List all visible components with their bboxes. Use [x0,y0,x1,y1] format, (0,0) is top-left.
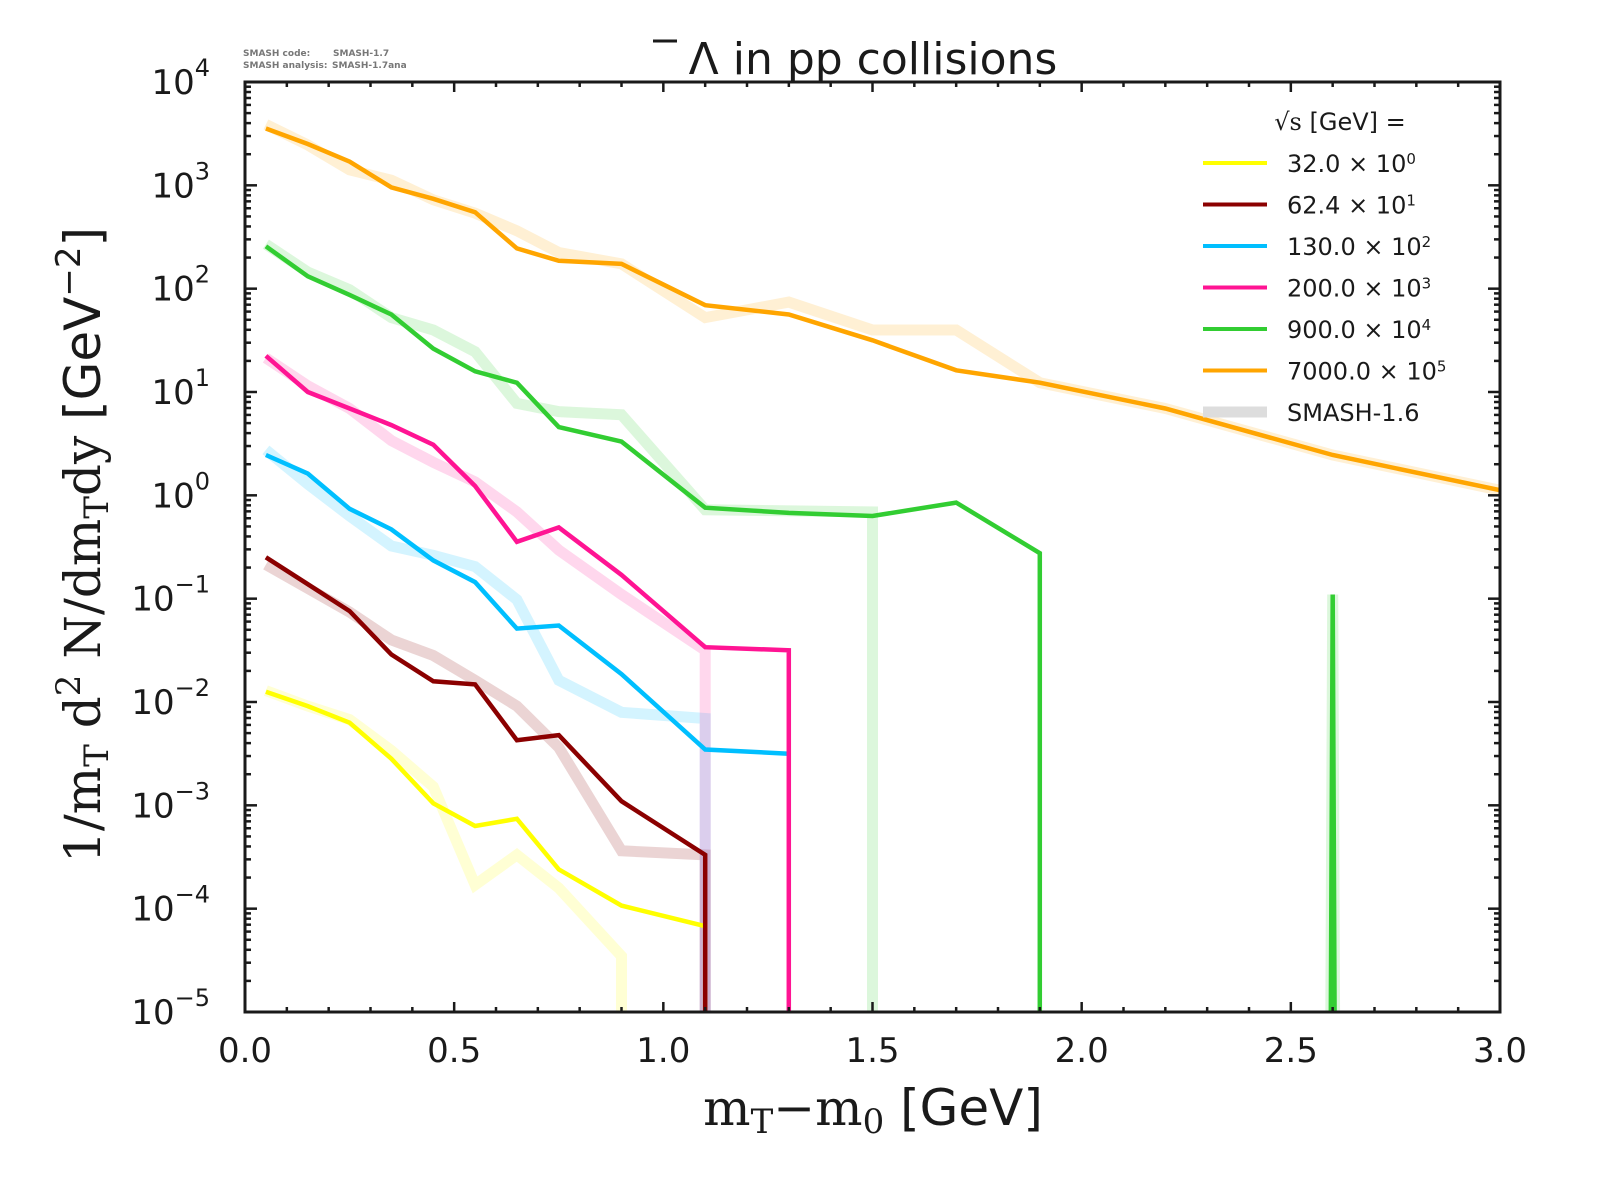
x-tick-label: 0.0 [218,1031,272,1071]
x-tick-label: 1.0 [636,1031,690,1071]
title-text: in pp collisions [719,34,1058,85]
y-tick-label: 100 [151,467,210,516]
legend-entry: 7000.0 × 105 [1203,358,1446,386]
y-tick-label: 104 [151,54,210,103]
y-tick-label: 102 [151,261,210,310]
ylabel-dy: dy [54,420,112,496]
xlabel-sub-0: 0 [863,1102,885,1142]
ylabel-n-dm: N/dm [54,519,112,675]
y-tick-label: 10−5 [131,984,210,1033]
x-tick-label: 3.0 [1473,1031,1527,1071]
xlabel-unit: [GeV] [884,1079,1043,1137]
y-axis-label: 1/mT d2 N/dmTdy [GeV−2] [49,227,117,863]
xlabel-m: m [703,1079,750,1137]
legend: √s [GeV] = 32.0 × 100 62.4 × 101 130.0 × 1… [1203,108,1446,427]
legend-label: 62.4 × 101 [1287,192,1416,220]
legend-label: 130.0 × 102 [1287,233,1431,261]
legend-entry: 32.0 × 100 [1203,150,1416,178]
legend-header-unit: [GeV] = [1302,108,1406,136]
y-tick-label: 103 [151,157,210,206]
xlabel-sub-t: T [751,1102,774,1142]
y-tick-label: 10−1 [131,571,210,620]
x-tick-label: 2.0 [1055,1031,1109,1071]
ylabel-d: d [54,696,112,744]
ylabel-unit: [GeV [54,297,112,420]
legend-entries: 32.0 × 100 62.4 × 101 130.0 × 102 200.0 × 1… [1203,150,1446,427]
legend-sqrt-s: √s [1274,108,1302,136]
xlabel-minus-m: −m [773,1079,862,1137]
legend-label: 900.0 × 104 [1287,316,1431,344]
legend-entry: 200.0 × 103 [1203,275,1431,303]
x-axis-label: mT−m0 [GeV] [703,1079,1043,1142]
series-line-smash17-32_0 [265,689,708,1012]
legend-entry: 900.0 × 104 [1203,316,1431,344]
x-tick-label: 2.5 [1264,1031,1318,1071]
ylabel-unit-sup: −2 [49,247,89,297]
series-line-smash16-7000_0 [263,119,1500,496]
ylabel-sub-t2: T [77,496,117,519]
legend-header: √s [GeV] = [1274,108,1405,136]
series-line-smash17-900_0 [264,244,1043,1012]
axis-ticks [243,80,1502,1014]
legend-label: SMASH-1.6 [1287,399,1419,427]
smash-version-info: SMASH code: SMASH-1.7 SMASH analysis: SM… [243,49,407,71]
y-tick-label: 10−4 [131,881,210,930]
y-tick-label: 101 [151,364,210,413]
series-line-smash17-7000_0 [265,126,1500,493]
series-line-smash17-200_0 [264,354,792,1012]
smash-code-value: SMASH-1.7 [333,49,389,59]
legend-label: 7000.0 × 105 [1287,358,1446,386]
smash-analysis-label: SMASH analysis: [243,61,327,71]
smash-code-label: SMASH code: [243,49,310,59]
y-tick-labels: 104 103 102 101 100 10−1 10−2 10−3 10−4 10−5 [131,54,210,1033]
x-tick-labels: 0.0 0.5 1.0 1.5 2.0 2.5 3.0 [218,1031,1527,1071]
series-line-smash17-62_4 [264,555,708,1012]
legend-entry: 62.4 × 101 [1203,192,1416,220]
series-layer [262,119,1500,1012]
legend-label: 200.0 × 103 [1287,275,1431,303]
ylabel-sup-2: 2 [49,675,89,697]
smash-analysis-value: SMASH-1.7ana [332,61,407,71]
legend-label: 32.0 × 100 [1287,150,1416,178]
series-line-smash17-130_0 [264,452,789,756]
y-tick-label: 10−3 [131,777,210,826]
legend-entry: SMASH-1.6 [1203,399,1419,427]
chart-title: Λ in pp collisions [689,34,1058,85]
series-line-smash16-130_0 [262,445,711,1012]
ylabel-unit-close: ] [54,227,112,247]
x-tick-label: 1.5 [845,1031,899,1071]
ylabel-inv-m: 1/m [54,767,112,863]
series-line-smash17-900_0 [1328,594,1337,1012]
ylabel-sub-t1: T [77,744,117,767]
title-symbol: Λ [689,34,719,85]
legend-entry: 130.0 × 102 [1203,233,1431,261]
series-line-smash16-900_0 [262,239,878,1012]
y-tick-label: 10−2 [131,674,210,723]
x-tick-label: 0.5 [427,1031,481,1071]
